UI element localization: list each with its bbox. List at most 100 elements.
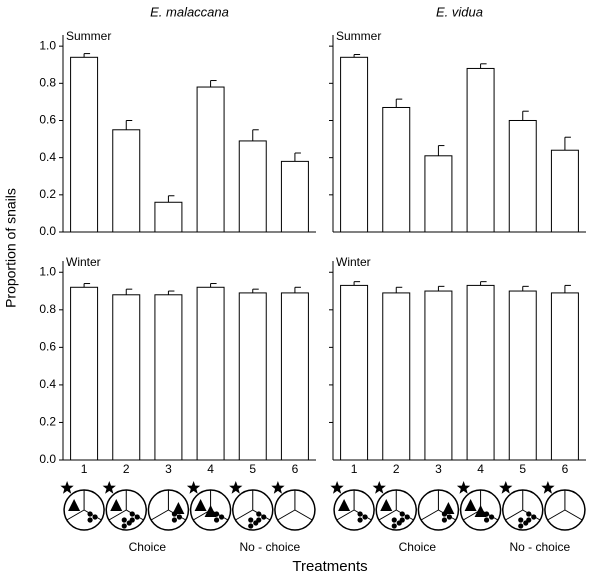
- bar: [466, 67, 495, 233]
- group-label: No - choice: [509, 540, 570, 554]
- icon-dot: [176, 514, 183, 520]
- icon-divider: [505, 509, 524, 521]
- error-bar: [480, 281, 487, 286]
- error-bar: [437, 285, 445, 292]
- y-tick-label: 1.0: [39, 264, 56, 278]
- bar: [238, 292, 267, 461]
- icon-star: [330, 481, 344, 494]
- bar: [154, 294, 183, 461]
- icon-divider: [150, 509, 169, 521]
- x-tick-label: 3: [165, 462, 172, 476]
- icon-dot: [483, 511, 490, 517]
- icon-divider: [66, 509, 85, 521]
- icon-divider: [108, 509, 127, 521]
- bar: [70, 286, 99, 461]
- icon-dot: [396, 520, 402, 526]
- panel-title: E. malaccana: [150, 4, 229, 19]
- icon-dot: [399, 511, 405, 517]
- icon-dot: [213, 511, 220, 517]
- x-tick-label: 3: [435, 462, 442, 476]
- panel-label: Summer: [336, 29, 381, 43]
- icon-dot: [213, 517, 220, 523]
- bar: [238, 140, 267, 233]
- y-tick-label: 0.0: [39, 452, 56, 466]
- error-bar: [294, 152, 301, 162]
- bar: [280, 160, 309, 233]
- icon-dot: [518, 523, 524, 529]
- icon-dot: [441, 517, 448, 523]
- icon-star: [372, 481, 386, 494]
- icon-triangle: [68, 499, 81, 511]
- icon-dot: [253, 520, 259, 526]
- icon-dot: [357, 511, 363, 517]
- icon-triangle: [194, 499, 207, 511]
- icon-divider: [522, 509, 541, 521]
- icon-divider: [294, 509, 313, 521]
- y-tick-label: 0.8: [39, 75, 56, 89]
- group-label: Choice: [129, 540, 167, 554]
- icon-dot: [261, 514, 267, 520]
- icon-dot: [92, 514, 98, 520]
- icon-triangle: [380, 499, 393, 511]
- x-tick-label: 5: [519, 462, 526, 476]
- group-label: No - choice: [239, 540, 300, 554]
- bar: [550, 149, 579, 233]
- x-axis-label: Treatments: [292, 558, 367, 575]
- icon-dot: [357, 517, 363, 523]
- panel-label: Summer: [66, 29, 111, 43]
- error-bar: [353, 281, 361, 286]
- bar: [340, 56, 369, 233]
- bar: [70, 56, 99, 233]
- icon-divider: [235, 509, 253, 521]
- x-tick-label: 4: [207, 462, 214, 476]
- icon-dot: [441, 511, 448, 517]
- error-bar: [167, 195, 175, 203]
- icon-triangle: [464, 499, 477, 511]
- bar: [112, 129, 141, 233]
- icon-divider: [336, 509, 355, 521]
- icon-dot: [134, 514, 140, 520]
- error-bar: [522, 285, 529, 292]
- icon-dot: [171, 511, 178, 517]
- x-tick-label: 1: [81, 462, 88, 476]
- icon-dot: [87, 511, 93, 517]
- icon-dot: [526, 511, 532, 517]
- error-bar: [210, 283, 217, 288]
- icon-dot: [488, 514, 495, 520]
- error-bar: [125, 119, 133, 130]
- icon-dot: [256, 511, 262, 517]
- icon-divider: [395, 509, 414, 521]
- icon-dot: [129, 511, 135, 517]
- bar: [424, 155, 453, 233]
- error-bar: [564, 136, 571, 151]
- error-bar: [522, 110, 529, 121]
- bar: [196, 286, 225, 461]
- y-tick-label: 0.0: [39, 224, 56, 238]
- x-tick-label: 2: [393, 462, 400, 476]
- icon-divider: [564, 509, 583, 521]
- y-tick-label: 0.2: [39, 187, 56, 201]
- error-bar: [564, 284, 571, 293]
- icon-triangle: [204, 505, 217, 517]
- x-tick-label: 6: [292, 462, 299, 476]
- icon-dot: [121, 523, 127, 529]
- icon-dot: [218, 514, 225, 520]
- icon-star: [271, 481, 285, 494]
- y-axis-label: Proportion of snails: [3, 188, 19, 308]
- x-tick-label: 1: [351, 462, 358, 476]
- icon-star: [229, 481, 243, 494]
- bar: [112, 294, 141, 461]
- panel-label: Winter: [336, 255, 371, 269]
- x-tick-label: 2: [123, 462, 130, 476]
- icon-star: [456, 481, 471, 494]
- icon-dot: [391, 517, 397, 523]
- bar: [154, 201, 183, 233]
- icon-divider: [547, 509, 566, 521]
- icon-divider: [252, 509, 271, 521]
- icon-star: [60, 481, 74, 494]
- icon-dot: [87, 517, 93, 523]
- bar: [424, 290, 453, 461]
- icon-divider: [83, 509, 102, 521]
- y-tick-label: 0.6: [39, 113, 56, 127]
